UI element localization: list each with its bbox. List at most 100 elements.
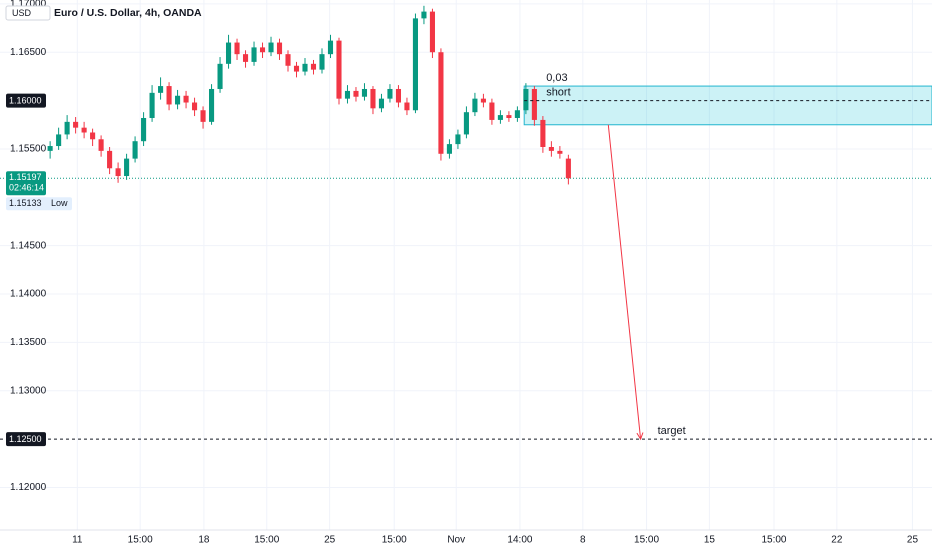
candle-body [132, 141, 138, 159]
candle-body [472, 98, 478, 113]
candle-body [446, 144, 452, 154]
candle-body [497, 115, 503, 120]
candle-body [523, 88, 529, 111]
candle-body [506, 115, 512, 118]
candle-body [514, 110, 520, 118]
candle-body [302, 63, 308, 72]
candle-body [90, 132, 96, 140]
candle-body [387, 88, 393, 99]
y-tick-label: 1.16500 [10, 47, 47, 58]
y-tick-label: 1.12000 [10, 482, 47, 493]
candle-body [336, 40, 342, 99]
y-tick-label: 1.17000 [10, 0, 47, 10]
currency-label: USD [12, 8, 32, 18]
candle-body [480, 98, 486, 103]
candle-body [463, 112, 469, 135]
target-level-label: 1.12500 [9, 434, 42, 444]
x-tick-label: 25 [907, 535, 919, 546]
y-tick-label: 1.15500 [10, 144, 47, 155]
candle-body [158, 86, 164, 93]
countdown-label: 02:46:14 [9, 183, 44, 193]
candle-body [73, 121, 79, 128]
candle-body [81, 127, 87, 133]
short-level-label: 1.16000 [9, 95, 42, 105]
candle-body [353, 90, 359, 97]
candle-body [175, 95, 181, 105]
candle-body [242, 54, 249, 62]
candle-body [361, 88, 368, 97]
candle-body [149, 92, 155, 118]
candle-body [293, 65, 300, 72]
candle-body [225, 42, 232, 64]
last-price-box [6, 171, 46, 196]
candle-body [548, 147, 554, 151]
annotation-layer [0, 85, 932, 179]
candle-body [234, 42, 240, 55]
x-tick-label: 15:00 [634, 535, 659, 546]
candle-body [268, 42, 274, 53]
low-price-label: 1.15133 [9, 198, 42, 208]
target-level-box [6, 432, 46, 447]
candle-body [285, 54, 291, 66]
y-tick-label: 1.14500 [10, 240, 47, 251]
candle-body [489, 102, 495, 120]
candle-body [378, 98, 385, 109]
arrow-head [636, 432, 644, 441]
candle-body [200, 110, 206, 122]
candle-body [251, 47, 257, 62]
x-tick-label: 22 [831, 535, 843, 546]
candle-body [565, 158, 571, 179]
candle-body [404, 102, 410, 111]
x-tick-label: 15:00 [761, 535, 786, 546]
x-tick-label: 11 [72, 535, 83, 546]
x-tick-label: 18 [198, 535, 210, 546]
short-zone [523, 85, 932, 126]
x-tick-label: 8 [580, 535, 586, 546]
candle-body [421, 11, 427, 19]
candle-body [56, 134, 62, 147]
candle-body [327, 40, 334, 55]
x-tick-label: 15:00 [382, 535, 407, 546]
candle-body [429, 11, 435, 53]
annotation-front-layer: 0,03 short target [0, 72, 932, 441]
candle-body [455, 134, 461, 145]
candle-body [370, 88, 376, 109]
candle-body [141, 117, 147, 142]
x-tick-label: 15 [704, 535, 716, 546]
candle-body [47, 146, 53, 151]
candle-body [192, 102, 198, 111]
candle-body [438, 52, 444, 154]
candle-body [276, 42, 283, 55]
candle-body [395, 88, 402, 103]
zone-size-label: 0,03 [546, 72, 567, 84]
target-arrow [607, 124, 642, 440]
candle-body [259, 47, 266, 53]
last-price-label: 1.15197 [9, 172, 42, 182]
candle-body [412, 18, 418, 111]
candle-body [319, 54, 325, 70]
zone-label: short [546, 86, 570, 98]
candle-body [166, 86, 172, 105]
candle-body [344, 90, 351, 99]
currency-box [5, 5, 51, 21]
candle-body [531, 88, 537, 120]
candle-body [183, 95, 189, 103]
candle-body [217, 63, 223, 89]
candle-body [98, 139, 104, 151]
axis-layer: 1.17000 1.16500 1.15500 1.14500 1.14000 1.135… [6, 0, 918, 546]
y-tick-label: 1.14000 [10, 289, 47, 300]
y-tick-label: 1.13000 [10, 385, 47, 396]
x-tick-label: 15:00 [128, 535, 153, 546]
candle-body [124, 158, 130, 177]
x-tick-label: Nov [447, 535, 465, 546]
candle-body [64, 121, 70, 135]
short-level-box [6, 93, 46, 108]
chart-title: Euro / U.S. Dollar, 4h, OANDA [54, 7, 202, 19]
candle-body [208, 88, 215, 122]
x-tick-label: 14:00 [507, 535, 532, 546]
candle-body [557, 150, 563, 154]
candle-body [115, 168, 121, 177]
target-label: target [658, 425, 686, 437]
